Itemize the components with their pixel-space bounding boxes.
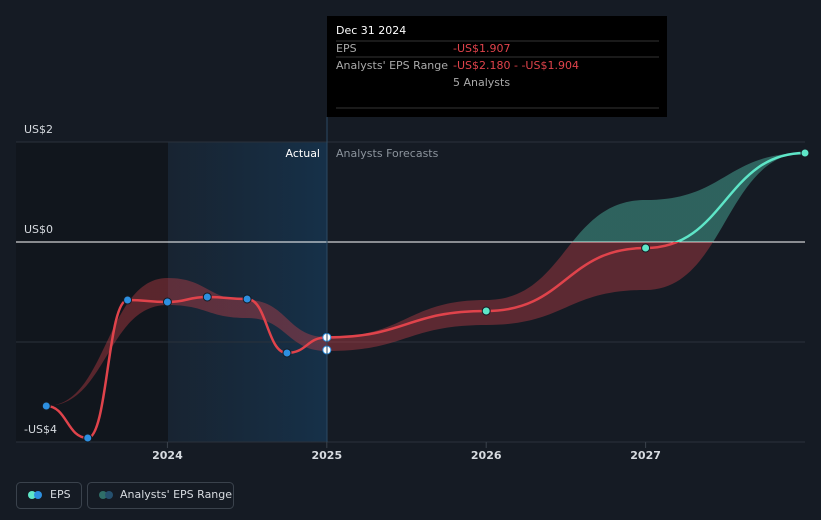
legend-item[interactable] bbox=[87, 482, 234, 509]
eps-point bbox=[242, 294, 252, 304]
range-band bbox=[46, 153, 805, 406]
eps-point bbox=[282, 348, 292, 358]
x-tick-label: 2024 bbox=[152, 449, 183, 462]
eps-point bbox=[481, 306, 491, 316]
legend-item[interactable] bbox=[16, 482, 82, 509]
legend-label: EPS bbox=[50, 488, 71, 501]
tooltip-note: 5 Analysts bbox=[453, 76, 510, 89]
eps-line bbox=[46, 151, 806, 440]
tooltip-value: -US$1.907 bbox=[453, 42, 511, 55]
actual-label: Actual bbox=[286, 147, 320, 160]
eps-point bbox=[202, 292, 212, 302]
eps-point bbox=[641, 243, 651, 253]
tooltip-value: -US$2.180 - -US$1.904 bbox=[453, 59, 579, 72]
eps-point bbox=[800, 148, 810, 158]
legend: EPS Analysts' EPS Range bbox=[16, 482, 234, 509]
y-tick-label: US$0 bbox=[24, 223, 53, 236]
tooltip-key: Analysts' EPS Range bbox=[336, 59, 448, 72]
tooltip: Dec 31 2024 EPS -US$1.907 Analysts' EPS … bbox=[327, 16, 667, 117]
x-tick-label: 2027 bbox=[630, 449, 661, 462]
tooltip-box bbox=[327, 16, 667, 117]
eps-point bbox=[123, 295, 133, 305]
y-tick-label: US$2 bbox=[24, 123, 53, 136]
legend-swatch bbox=[34, 491, 42, 499]
eps-point bbox=[162, 297, 172, 307]
tooltip-date: Dec 31 2024 bbox=[336, 24, 406, 37]
legend-swatch bbox=[28, 491, 36, 499]
legend-swatch bbox=[99, 491, 107, 499]
eps-point bbox=[41, 401, 51, 411]
x-tick-label: 2025 bbox=[312, 449, 343, 462]
legend-label: Analysts' EPS Range bbox=[120, 488, 232, 501]
y-tick-label: -US$4 bbox=[24, 423, 57, 436]
x-tick-label: 2026 bbox=[471, 449, 502, 462]
tooltip-key: EPS bbox=[336, 42, 357, 55]
forecast-label: Analysts Forecasts bbox=[336, 147, 439, 160]
legend-swatch bbox=[105, 491, 113, 499]
eps-point bbox=[83, 433, 93, 443]
